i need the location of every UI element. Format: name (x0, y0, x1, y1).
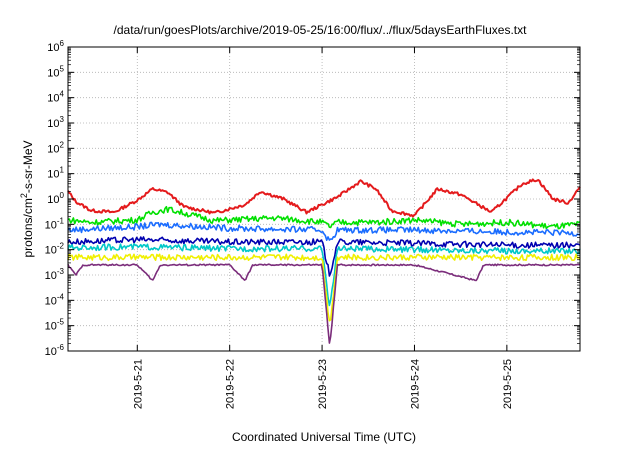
y-tick-label: 101 (47, 166, 64, 181)
x-axis-label: Coordinated Universal Time (UTC) (232, 430, 416, 444)
grid (68, 47, 580, 351)
y-tick-exponent: -1 (57, 216, 65, 225)
y-tick-label: 106 (47, 39, 64, 54)
x-tick-label: 2019-5-23 (317, 359, 329, 409)
y-tick-base: 10 (45, 321, 57, 333)
y-tick-exponent: 6 (60, 39, 65, 48)
y-tick-base: 10 (47, 93, 59, 105)
y-tick-base: 10 (47, 194, 59, 206)
series-line-1 (67, 178, 581, 218)
x-tick-label: 2019-5-21 (132, 359, 144, 409)
y-tick-base: 10 (45, 270, 57, 282)
y-axis-label-suffix: -s-sr-MeV (21, 140, 35, 193)
y-tick-label: 10-1 (45, 216, 65, 231)
y-tick-exponent: 1 (60, 166, 65, 175)
series-line-4 (67, 236, 581, 277)
series-line-7 (67, 263, 581, 344)
series-line-2 (67, 205, 581, 230)
y-tick-exponent: 2 (60, 140, 65, 149)
series-line-3 (67, 221, 581, 241)
y-tick-base: 10 (47, 67, 59, 79)
y-tick-base: 10 (47, 169, 59, 181)
y-axis: 10-610-510-410-310-210-11001011021031041… (45, 39, 580, 358)
y-tick-exponent: 5 (60, 64, 65, 73)
y-tick-base: 10 (45, 346, 57, 358)
y-tick-label: 104 (47, 90, 64, 105)
y-tick-exponent: -3 (57, 267, 65, 276)
series-line-5 (67, 243, 581, 307)
y-tick-label: 10-6 (45, 343, 65, 358)
y-tick-label: 10-3 (45, 267, 65, 282)
y-tick-exponent: 3 (60, 115, 65, 124)
chart-title: /data/run/goesPlots/archive/2019-05-25/1… (114, 23, 528, 37)
x-axis: 2019-5-21 2019-5-22 2019-5-23 2019-5-24 2019… (132, 47, 514, 409)
y-tick-base: 10 (47, 42, 59, 54)
y-tick-label: 102 (47, 140, 64, 155)
y-tick-base: 10 (45, 245, 57, 257)
y-tick-base: 10 (45, 295, 57, 307)
y-tick-exponent: -2 (57, 242, 65, 251)
y-tick-base: 10 (47, 143, 59, 155)
series-line-6 (67, 253, 581, 322)
series-layer (67, 178, 581, 344)
y-tick-label: 105 (47, 64, 64, 79)
y-tick-label: 10-4 (45, 292, 65, 307)
y-axis-label: protons/cm2-s-sr-MeV (19, 140, 35, 257)
y-tick-label: 103 (47, 115, 64, 130)
y-tick-exponent: -4 (57, 292, 65, 301)
x-tick-label: 2019-5-24 (409, 359, 421, 409)
y-tick-base: 10 (45, 219, 57, 231)
y-tick-exponent: -6 (57, 343, 65, 352)
y-tick-label: 100 (47, 191, 64, 206)
y-axis-label-prefix: protons/cm (21, 198, 35, 257)
x-tick-label: 2019-5-22 (225, 359, 237, 409)
y-tick-exponent: 0 (60, 191, 65, 200)
x-tick-label: 2019-5-25 (502, 359, 514, 409)
y-tick-label: 10-2 (45, 242, 65, 257)
y-tick-base: 10 (47, 118, 59, 130)
y-tick-exponent: 4 (60, 90, 65, 99)
y-axis-label-sup: 2 (19, 193, 29, 198)
y-tick-label: 10-5 (45, 318, 65, 333)
y-tick-exponent: -5 (57, 318, 65, 327)
